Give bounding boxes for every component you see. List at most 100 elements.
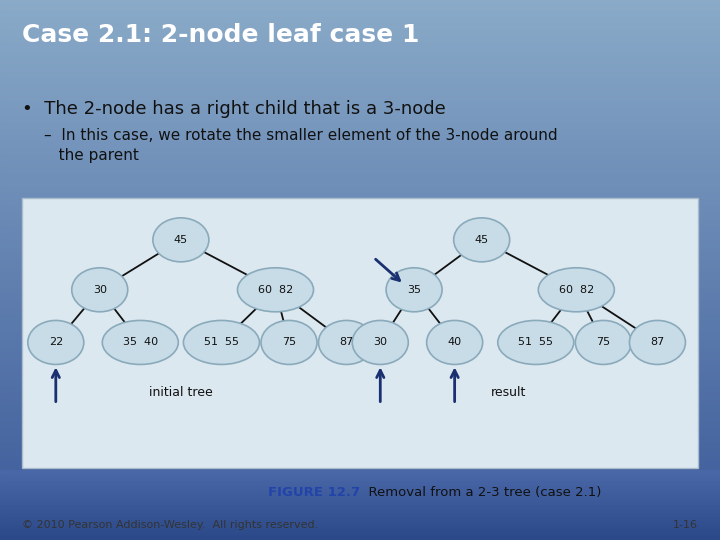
Bar — [0, 196, 720, 198]
Bar — [0, 177, 720, 178]
Bar — [0, 223, 720, 225]
Bar — [0, 135, 720, 137]
Bar — [0, 268, 720, 270]
Bar — [0, 347, 720, 349]
Bar — [0, 515, 720, 517]
Bar — [0, 523, 720, 524]
Bar — [0, 535, 720, 536]
Bar — [0, 511, 720, 513]
Bar — [0, 254, 720, 255]
Bar — [0, 427, 720, 428]
Bar — [0, 511, 720, 512]
Bar — [0, 405, 720, 407]
Ellipse shape — [102, 320, 179, 364]
Text: result: result — [491, 386, 526, 399]
Bar — [0, 495, 720, 497]
Bar — [0, 497, 720, 498]
Bar — [0, 140, 720, 142]
Bar — [0, 346, 720, 347]
Bar — [0, 478, 720, 480]
Bar — [0, 308, 720, 309]
Bar — [0, 437, 720, 439]
Text: © 2010 Pearson Addison-Wesley.  All rights reserved.: © 2010 Pearson Addison-Wesley. All right… — [22, 520, 318, 530]
Bar — [0, 225, 720, 227]
Text: 87: 87 — [650, 338, 665, 347]
Bar — [0, 286, 720, 288]
Bar — [0, 521, 720, 522]
Ellipse shape — [427, 320, 482, 364]
Bar — [0, 184, 720, 185]
Bar — [0, 531, 720, 533]
Ellipse shape — [352, 320, 408, 364]
Bar — [0, 171, 720, 173]
Bar — [0, 329, 720, 331]
Bar — [0, 77, 720, 79]
Bar — [0, 498, 720, 500]
Bar — [0, 473, 720, 474]
Bar — [0, 529, 720, 530]
Bar — [0, 194, 720, 196]
Bar — [0, 277, 720, 279]
Bar — [0, 108, 720, 110]
Bar — [0, 528, 720, 529]
Bar — [0, 371, 720, 373]
Bar — [0, 383, 720, 385]
Bar — [0, 18, 720, 20]
Bar — [0, 72, 720, 74]
Bar — [0, 441, 720, 443]
Bar — [0, 54, 720, 56]
Bar — [0, 42, 720, 43]
Bar — [0, 479, 720, 481]
Bar — [0, 477, 720, 478]
Bar — [0, 285, 720, 286]
Text: Removal from a 2-3 tree (case 2.1): Removal from a 2-3 tree (case 2.1) — [360, 486, 601, 499]
Bar — [0, 363, 720, 366]
Bar — [0, 297, 720, 299]
Bar — [0, 504, 720, 506]
Text: 35: 35 — [407, 285, 421, 295]
Bar — [0, 501, 720, 502]
Bar — [0, 245, 720, 247]
Bar — [0, 216, 720, 218]
Text: 30: 30 — [93, 285, 107, 295]
Bar — [0, 505, 720, 507]
Bar — [0, 2, 720, 4]
Bar — [0, 376, 720, 378]
Bar — [0, 301, 720, 302]
Bar — [0, 288, 720, 290]
Bar — [0, 261, 720, 263]
Bar — [0, 531, 720, 533]
Bar — [0, 509, 720, 511]
Bar — [0, 515, 720, 516]
Bar — [0, 295, 720, 297]
Bar — [0, 263, 720, 265]
Bar — [0, 490, 720, 491]
Bar — [0, 502, 720, 504]
Bar — [0, 252, 720, 254]
Bar — [0, 423, 720, 425]
Bar — [0, 255, 720, 258]
Bar — [0, 76, 720, 77]
Bar — [0, 162, 720, 164]
Bar — [0, 238, 720, 239]
Text: 45: 45 — [174, 235, 188, 245]
Bar — [0, 103, 720, 104]
Bar — [0, 324, 720, 326]
Bar — [0, 380, 720, 382]
Bar — [0, 207, 720, 209]
Ellipse shape — [238, 268, 313, 312]
Bar — [0, 220, 720, 221]
Bar — [0, 421, 720, 423]
Bar — [0, 536, 720, 537]
Bar — [0, 131, 720, 133]
Bar — [0, 227, 720, 228]
Text: Case 2.1: 2-node leaf case 1: Case 2.1: 2-node leaf case 1 — [22, 23, 419, 47]
Bar — [0, 417, 720, 420]
Bar — [0, 45, 720, 47]
Bar — [0, 434, 720, 436]
Bar — [0, 485, 720, 487]
Bar — [0, 173, 720, 174]
Bar — [0, 113, 720, 115]
Bar — [0, 106, 720, 108]
Bar — [0, 517, 720, 518]
